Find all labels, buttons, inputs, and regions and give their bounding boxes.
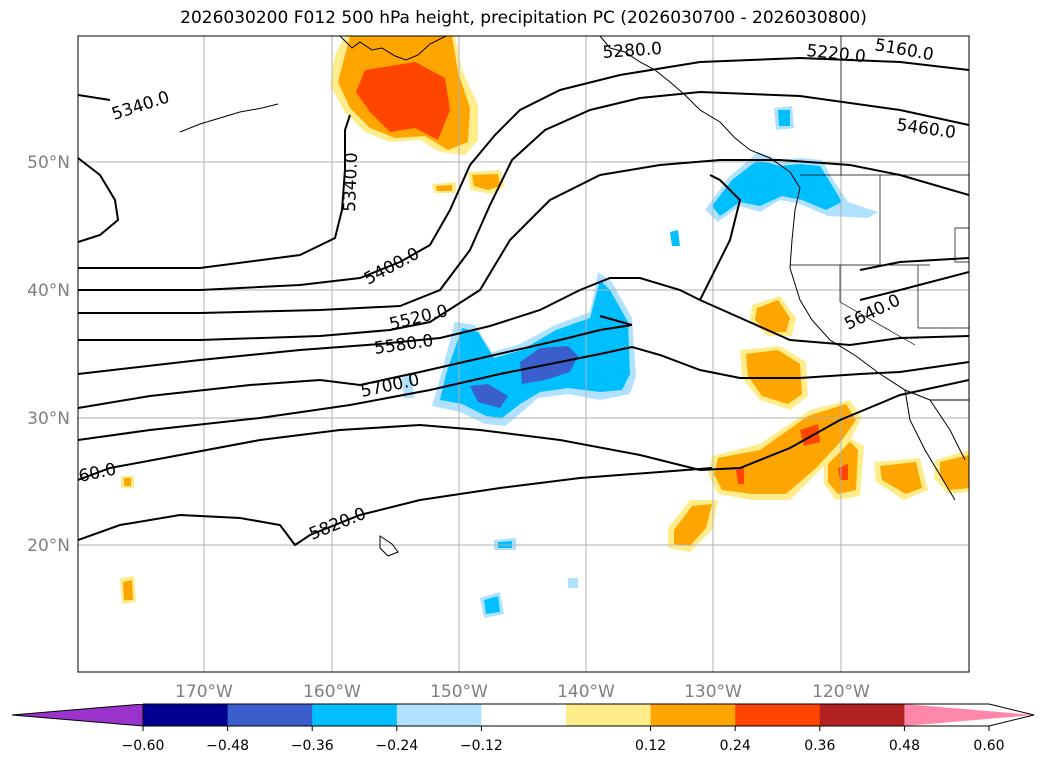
lat-label-50: 50°N [27,153,70,173]
lat-label-40: 40°N [27,281,70,301]
colorbar-tick-label: −0.48 [206,738,249,754]
colorbar-segment [227,704,313,726]
colorbar-segment [312,704,398,726]
lon-label-160w: 160°W [303,682,361,702]
colorbar-segment [566,704,652,726]
colorbar-tick-label: 0.36 [804,738,835,754]
lat-label-30: 30°N [27,409,70,429]
colorbar-extend-low [12,704,143,726]
lon-label-130w: 130°W [684,682,742,702]
colorbar-tick-label: 0.48 [889,738,920,754]
colorbar-tick-label: 0.60 [973,738,1004,754]
colorbar-tick-label: 0.24 [720,738,751,754]
colorbar-extend-high [904,704,1034,726]
map-frame [77,35,970,673]
graticule [78,36,969,672]
lon-label-120w: 120°W [812,682,870,702]
height-contours [78,56,969,547]
colorbar-ticks: −0.60 −0.48 −0.36 −0.24 −0.12 0.12 0.24 0.36 0.4… [122,726,1005,754]
colorbar-segment [819,704,905,726]
colorbar-segment [650,704,736,726]
map-area: 5340.0 5340.0 5280.0 5220.0 5160.0 5460.… [78,36,969,672]
colorbar-segment [143,704,229,726]
colorbar-tick-label: 0.12 [635,738,666,754]
contour-label-5280: 5280.0 [602,39,663,63]
precip-negative-regions [402,106,878,618]
lon-label-140w: 140°W [557,682,615,702]
colorbar-tick-label: −0.12 [460,738,503,754]
colorbar: −0.60 −0.48 −0.36 −0.24 −0.12 0.12 0.24 0.36 0.4… [11,703,1035,754]
colorbar-tick-label: −0.60 [122,738,165,754]
colorbar-tick-label: −0.36 [291,738,334,754]
lat-label-20: 20°N [27,536,70,556]
latitude-labels: 50°N 40°N 30°N 20°N [27,153,70,556]
colorbar-segment [481,704,567,726]
longitude-labels: 170°W 160°W 150°W 140°W 130°W 120°W [175,682,870,702]
contour-label-5340-b: 5340.0 [340,152,362,212]
map-title: 2026030200 F012 500 hPa height, precipit… [180,8,867,28]
lon-label-170w: 170°W [175,682,233,702]
contour-labels: 5340.0 5340.0 5280.0 5220.0 5160.0 5460.… [78,36,957,545]
colorbar-segment [396,704,482,726]
lon-label-150w: 150°W [430,682,488,702]
colorbar-segment [735,704,821,726]
colorbar-segments [12,704,1034,726]
colorbar-tick-label: −0.24 [375,738,418,754]
borders [790,36,969,346]
colorbar-outline [11,703,1035,727]
